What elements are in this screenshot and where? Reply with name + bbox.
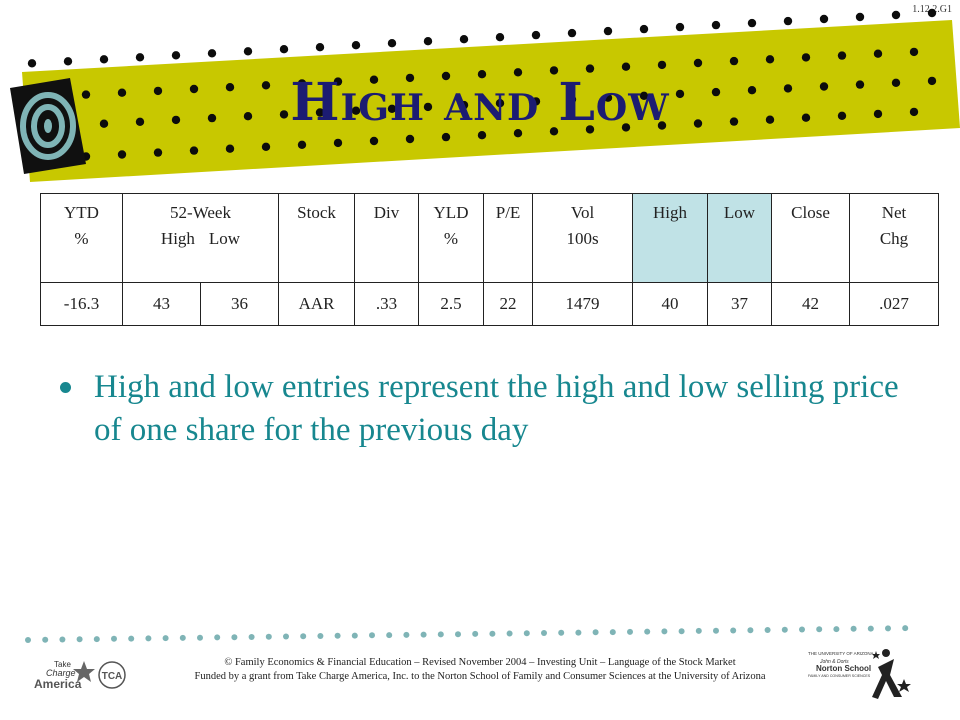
header-52-week-line1: 52-Week [170,203,231,222]
header-ytd: YTD % [40,193,123,283]
cell-high: 40 [632,282,709,326]
table-header-row: YTD % 52-Week High Low Stock Div YLD % P/… [40,193,940,283]
header-52-week: 52-Week High Low [121,193,280,283]
header-vol-line2: 100s [566,229,599,248]
header-pe: P/E [483,193,534,283]
header-52-week-sub: High Low [125,226,276,252]
logo-take-word: Take [54,660,71,669]
cell-close: 42 [771,282,851,326]
logo-ua-line: THE UNIVERSITY OF ARIZONA [808,651,874,656]
footer-copyright: © Family Economics & Financial Education… [224,657,736,668]
header-52-week-low: Low [208,229,241,248]
header-stock: Stock [278,193,356,283]
header-52-week-high: High [160,229,195,248]
header-yld: YLD % [418,193,485,283]
target-icon [10,78,86,174]
norton-school-logo: THE UNIVERSITY OF ARIZONA John & Doris N… [808,649,911,699]
cell-ytd: -16.3 [40,282,123,326]
title-banner [22,8,960,182]
logo-america-word: America [34,677,82,691]
bullet-list: High and low entries represent the high … [58,366,908,452]
cell-52wk-high: 43 [122,282,201,326]
header-net-chg-line2: Chg [879,229,909,248]
logo-norton-line: Norton School [816,664,871,673]
star-icon [73,661,95,682]
header-ytd-line1: YTD [64,203,99,222]
cell-stock: AAR [278,282,356,326]
header-vol: Vol 100s [532,193,634,283]
header-pe-line1: P/E [495,203,521,222]
header-div: Div [354,193,420,283]
page-title: High and Low [290,72,670,133]
footer-credits: © Family Economics & Financial Education… [130,656,830,684]
bullet-item: High and low entries represent the high … [58,366,908,452]
take-charge-america-logo: Take Charge America TCA [34,660,126,691]
header-high: High [632,193,709,283]
cell-net-chg: .027 [849,282,940,326]
header-div-line1: Div [373,203,400,222]
logo-tca-badge: TCA [102,671,123,682]
cell-div: .33 [354,282,420,326]
cell-vol: 1479 [532,282,634,326]
cell-yld: 2.5 [418,282,485,326]
cell-pe: 22 [483,282,534,326]
logo-fcs-line: FAMILY AND CONSUMER SCIENCES [808,674,871,678]
footer-funding: Funded by a grant from Take Charge Ameri… [194,671,766,682]
footer-dot-line [25,625,909,643]
header-close-line1: Close [791,203,830,222]
header-vol-line1: Vol [570,203,595,222]
header-yld-line2: % [443,229,459,248]
header-net-chg-line1: Net [881,203,907,222]
figure-star-icon [872,649,911,699]
stock-table: YTD % 52-Week High Low Stock Div YLD % P/… [40,193,940,326]
logo-charge-word: Charge [46,668,76,678]
header-net-chg: Net Chg [849,193,940,283]
header-low: Low [707,193,773,283]
header-stock-line1: Stock [297,203,336,222]
header-yld-line1: YLD [433,203,469,222]
cell-52wk-low: 36 [199,282,280,326]
cell-low: 37 [707,282,773,326]
header-low-line1: Low [723,203,756,222]
header-close: Close [771,193,851,283]
header-ytd-line2: % [74,229,89,248]
header-high-line1: High [653,203,688,222]
table-row: -16.3 43 36 AAR .33 2.5 22 1479 40 37 42… [40,282,940,326]
logo-jd-line: John & Doris [819,659,849,665]
